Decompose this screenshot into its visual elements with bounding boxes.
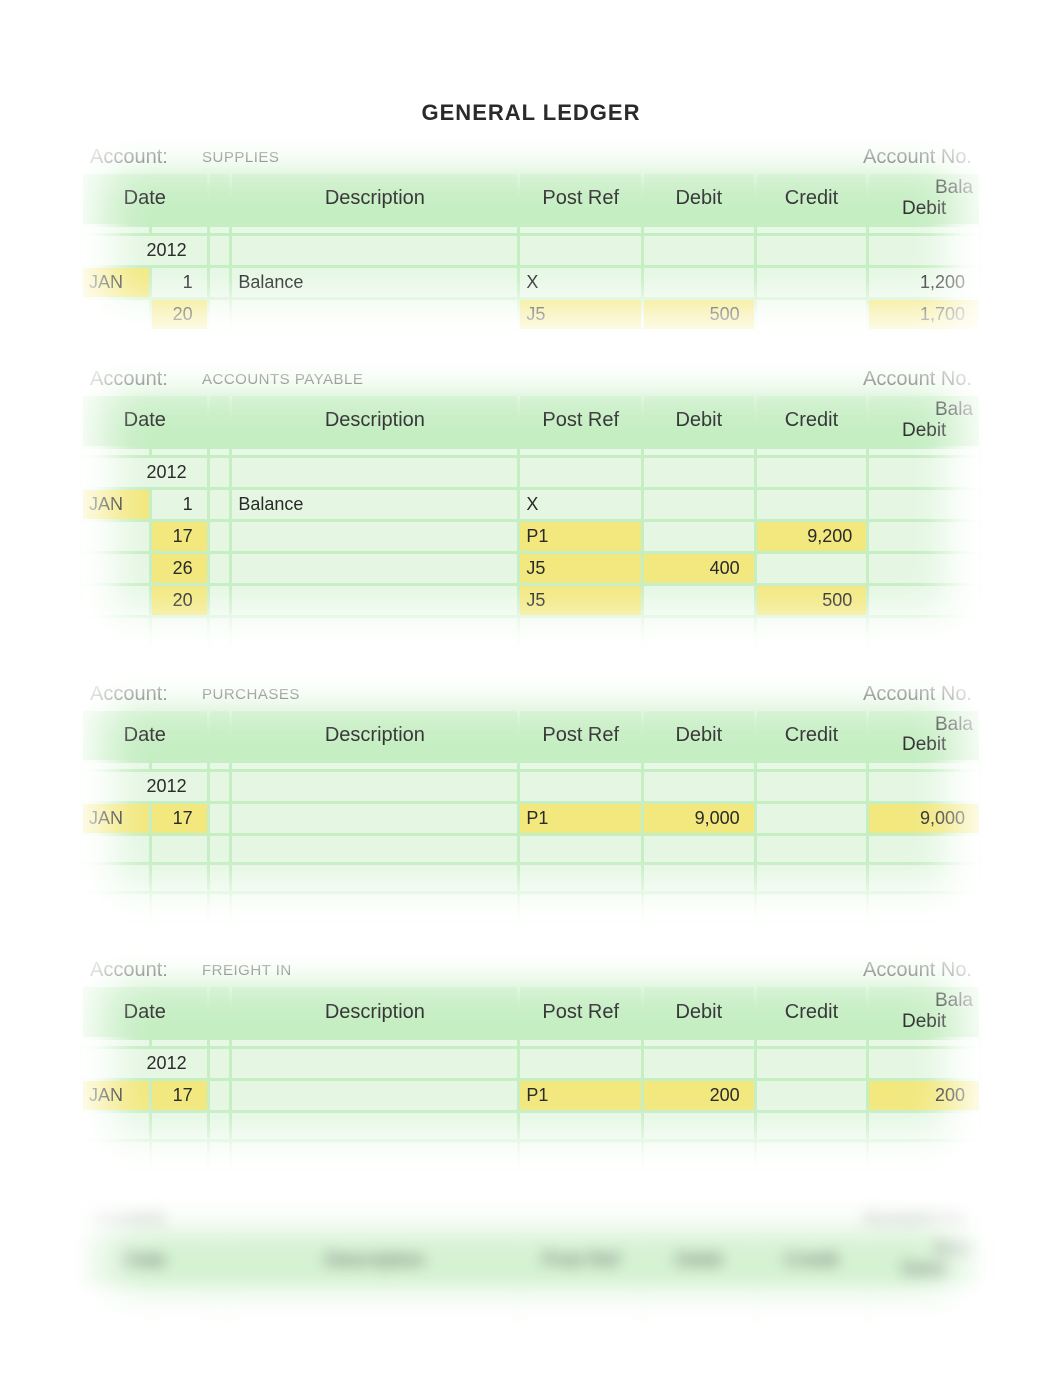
account-header: Account:ACCOUNTS PAYABLEAccount No.: [80, 362, 982, 393]
ledger-block: Account:PURCHASESAccount No.DateDescript…: [80, 677, 982, 924]
col-debit: Debit: [644, 987, 754, 1037]
table-row: JAN17P19,0009,000: [83, 804, 979, 833]
account-label: Account:: [90, 1207, 200, 1230]
col-debit: Debit: [644, 1235, 754, 1285]
account-no-label: Account No.: [863, 1207, 972, 1230]
col-debit: Debit: [644, 174, 754, 224]
account-no-label: Account No.: [863, 959, 972, 982]
table-row: 20J55001,700: [83, 300, 979, 329]
col-date: Date: [83, 174, 207, 224]
col-credit: Credit: [757, 396, 867, 446]
account-name: PURCHASES: [200, 686, 863, 703]
account-label: Account:: [90, 683, 200, 706]
col-postref: Post Ref: [520, 396, 641, 446]
col-description: Description: [232, 711, 517, 761]
col-date: Date: [83, 1235, 207, 1285]
page-title: GENERAL LEDGER: [20, 100, 1042, 126]
year-cell: 2012: [83, 458, 207, 487]
col-debit: Debit: [644, 711, 754, 761]
ledgers-container: Account:SUPPLIESAccount No.DateDescripti…: [20, 140, 1042, 1326]
account-name: SUPPLIES: [200, 149, 863, 166]
col-description: Description: [232, 396, 517, 446]
year-cell: 2012: [83, 772, 207, 801]
account-label: Account:: [90, 146, 200, 169]
col-date: Date: [83, 711, 207, 761]
account-header: Account:PURCHASESAccount No.: [80, 677, 982, 708]
col-postref: Post Ref: [520, 1235, 641, 1285]
ledger-block: Account:ACCOUNTS PAYABLEAccount No.DateD…: [80, 362, 982, 647]
col-balance: BalaDebit: [869, 711, 979, 761]
col-credit: Credit: [757, 711, 867, 761]
col-postref: Post Ref: [520, 711, 641, 761]
table-row: 20J5500: [83, 586, 979, 615]
ledger-block: Account: Account No. Date DescriptionPost R…: [80, 1201, 982, 1326]
year-cell: 2012: [83, 236, 207, 265]
col-balance: BalaDebit: [869, 987, 979, 1037]
account-header: Account: Account No.: [80, 1201, 982, 1232]
col-debit: Debit: [644, 396, 754, 446]
col-balance: BalaDebit: [869, 396, 979, 446]
col-balance: BalaDebit: [869, 174, 979, 224]
ledger-table: Date DescriptionPost RefDebitCreditBalaDe…: [80, 171, 982, 332]
ledger-block: Account:FREIGHT INAccount No.DateDescrip…: [80, 953, 982, 1171]
account-name: ACCOUNTS PAYABLE: [200, 371, 863, 388]
table-row: 26J5400: [83, 554, 979, 583]
col-postref: Post Ref: [520, 174, 641, 224]
year-cell: 2012: [83, 1049, 207, 1078]
col-date: Date: [83, 396, 207, 446]
ledger-table: Date DescriptionPost RefDebitCreditBalaDe…: [80, 393, 982, 647]
table-row: JAN1BalanceX: [83, 490, 979, 519]
col-credit: Credit: [757, 174, 867, 224]
table-row: 17P19,200: [83, 522, 979, 551]
col-date: Date: [83, 987, 207, 1037]
account-no-label: Account No.: [863, 146, 972, 169]
account-label: Account:: [90, 959, 200, 982]
table-row: JAN17P1200200: [83, 1081, 979, 1110]
ledger-table: Date DescriptionPost RefDebitCreditBalaDe…: [80, 708, 982, 924]
col-postref: Post Ref: [520, 987, 641, 1037]
account-no-label: Account No.: [863, 683, 972, 706]
account-label: Account:: [90, 368, 200, 391]
col-credit: Credit: [757, 1235, 867, 1285]
account-no-label: Account No.: [863, 368, 972, 391]
col-description: Description: [232, 987, 517, 1037]
col-description: Description: [232, 1235, 517, 1285]
account-header: Account:FREIGHT INAccount No.: [80, 953, 982, 984]
col-balance: BalaDebit: [869, 1235, 979, 1285]
account-header: Account:SUPPLIESAccount No.: [80, 140, 982, 171]
account-name: FREIGHT IN: [200, 962, 863, 979]
ledger-block: Account:SUPPLIESAccount No.DateDescripti…: [80, 140, 982, 332]
ledger-table: Date DescriptionPost RefDebitCreditBalaDe…: [80, 1232, 982, 1326]
ledger-table: Date DescriptionPost RefDebitCreditBalaDe…: [80, 984, 982, 1171]
table-row: JAN1BalanceX1,200: [83, 268, 979, 297]
col-credit: Credit: [757, 987, 867, 1037]
col-description: Description: [232, 174, 517, 224]
